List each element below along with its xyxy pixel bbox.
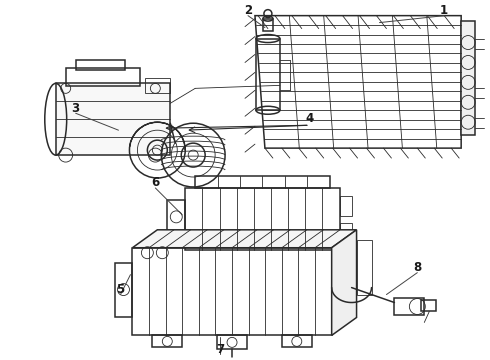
- Bar: [56, 84, 171, 155]
- Text: 7: 7: [216, 343, 224, 356]
- Bar: [195, 176, 330, 188]
- Bar: [132, 248, 332, 336]
- Bar: [461, 21, 475, 135]
- Bar: [340, 223, 352, 243]
- Bar: [217, 336, 247, 349]
- Bar: [152, 336, 182, 347]
- Bar: [421, 300, 436, 311]
- Text: 8: 8: [413, 261, 421, 274]
- Bar: [357, 240, 371, 294]
- Bar: [185, 188, 340, 250]
- Bar: [256, 39, 280, 110]
- Text: 4: 4: [306, 112, 314, 125]
- Text: 1: 1: [440, 4, 448, 17]
- Polygon shape: [132, 230, 357, 248]
- Polygon shape: [332, 230, 357, 336]
- Bar: [66, 68, 141, 86]
- Text: 6: 6: [151, 176, 159, 189]
- Bar: [340, 196, 352, 216]
- Bar: [263, 19, 273, 31]
- Text: 3: 3: [72, 102, 80, 115]
- Bar: [282, 336, 312, 347]
- Text: 5: 5: [116, 283, 124, 296]
- Text: 2: 2: [244, 4, 252, 17]
- Bar: [75, 60, 125, 71]
- Bar: [146, 78, 171, 93]
- Bar: [115, 263, 132, 318]
- Bar: [167, 200, 185, 235]
- Bar: [394, 298, 424, 315]
